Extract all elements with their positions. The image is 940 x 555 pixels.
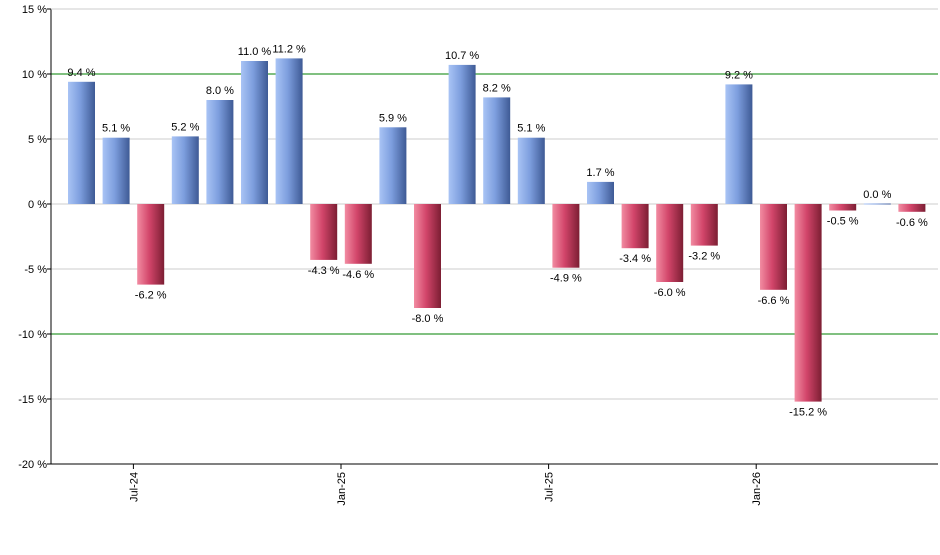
data-label: -4.3 % [308,265,340,277]
bar [414,204,441,308]
data-label: -6.2 % [135,290,167,302]
y-tick-label: -10 % [18,329,47,341]
bar [621,204,649,249]
data-label: 8.2 % [483,82,511,94]
bars [68,58,926,402]
data-label: 8.0 % [206,85,234,97]
bar [310,204,338,260]
data-label: -6.6 % [758,295,790,307]
data-label: -0.6 % [896,217,928,229]
bar [863,203,891,205]
bar [690,204,718,246]
data-label: -3.4 % [619,253,651,265]
data-label: 5.1 % [517,123,545,135]
bar [275,58,303,205]
x-tick-label: Jul-25 [544,472,556,502]
data-label: 11.2 % [272,43,306,55]
data-label: -3.2 % [688,251,720,263]
bar [448,64,476,205]
bar [379,127,407,204]
y-tick-label: 10 % [22,69,47,81]
data-label: -8.0 % [412,313,444,325]
reference-lines [51,73,938,335]
bar [483,97,511,204]
bar [137,204,165,285]
bar [656,204,684,282]
bar [206,100,234,204]
axes: 15 % 10 % 5 % 0 % -5 % -10 % -15 % -20 % Jul-24 J… [18,4,938,506]
bar [898,204,926,212]
bar [344,204,372,264]
bar [760,204,787,290]
y-tick-label: -20 % [18,459,47,471]
x-tick-label: Jan-26 [751,472,763,506]
data-label: -4.9 % [550,273,582,285]
data-label: -0.5 % [827,216,859,228]
bar [725,84,753,204]
data-label: 5.9 % [379,112,407,124]
data-label: 5.2 % [171,121,199,133]
y-tick-label: 5 % [28,134,47,146]
bar [171,136,199,204]
data-label: 9.4 % [67,67,95,79]
x-tick-label: Jul-24 [128,472,140,502]
y-tick-label: -5 % [24,264,47,276]
data-label: -4.6 % [342,269,374,281]
data-label: -15.2 % [789,407,827,419]
data-label: 10.7 % [445,50,479,62]
y-tick-label: 0 % [28,199,47,211]
bar [794,204,822,402]
data-label: 0.0 % [863,189,891,201]
data-label: -6.0 % [654,287,686,299]
data-label: 1.7 % [586,167,614,179]
data-labels: 9.4 % 5.1 % -6.2 % 5.2 % 8.0 % 11.0 % 11.2 % -4… [67,43,928,418]
bar [68,81,95,204]
bar [587,181,614,204]
bar [517,137,545,204]
y-tick-label: 15 % [22,4,47,16]
bar [102,137,130,204]
data-label: 5.1 % [102,123,130,135]
data-label: 9.2 % [725,69,753,81]
y-tick-label: -15 % [18,394,47,406]
data-label: 11.0 % [238,46,272,58]
bar [241,61,268,204]
x-tick-label: Jan-25 [336,472,348,506]
bar [552,204,580,268]
bar [829,204,857,211]
